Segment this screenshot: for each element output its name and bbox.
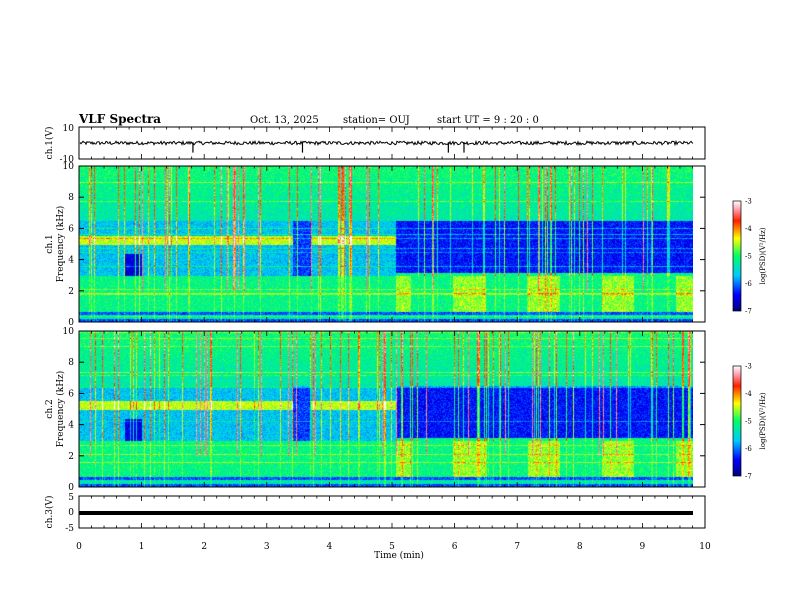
ch3-panel: 5 0 -5 ch.3(V) 0 1 2 3 4 5 6 7 8 9 10 Time (min)	[44, 493, 711, 561]
station-label: station= OUJ	[343, 115, 410, 126]
xtick-label-7: 7	[514, 542, 520, 552]
xtick-label-10: 10	[699, 542, 711, 552]
ytick-label-2-3: 6	[68, 389, 74, 399]
ytick-label-2-2: 4	[68, 421, 74, 431]
ch1-spectrogram-image	[79, 166, 693, 322]
ch2-spectrogram-image	[79, 331, 693, 487]
colorbar-tick-1-4: -7	[745, 308, 752, 316]
ch3-ytick-bottom: -5	[65, 524, 74, 534]
ytick-label-1-1: 2	[68, 287, 74, 297]
ch3-ylabel: ch.3(V)	[44, 496, 55, 529]
colorbar-tick-2-2: -5	[745, 418, 752, 426]
xtick-label-6: 6	[452, 542, 458, 552]
colorbar-tick-1-2: -5	[745, 253, 752, 261]
ytick-label-2-1: 2	[68, 452, 74, 462]
colorbar-tick-1-0: -3	[745, 198, 752, 206]
xtick-label-9: 9	[640, 542, 646, 552]
xtick-label-4: 4	[327, 542, 333, 552]
ch1-freq-ylabel: Frequency (kHz)	[55, 206, 66, 283]
xtick-label-0: 0	[76, 542, 82, 552]
xtick-label-2: 2	[201, 542, 207, 552]
date-label: Oct. 13, 2025	[250, 115, 319, 126]
ytick-label-2-0: 0	[68, 483, 74, 493]
start-time-label: start UT = 9 : 20 : 0	[437, 115, 539, 126]
time-xlabel: Time (min)	[374, 550, 424, 561]
xtick-label-3: 3	[264, 542, 270, 552]
ytick-label-1-0: 0	[68, 318, 74, 328]
ch2-channel-label: ch.2	[45, 399, 55, 418]
xtick-label-1: 1	[139, 542, 145, 552]
figure-title: VLF Spectra	[78, 112, 161, 126]
xtick-label-8: 8	[577, 542, 583, 552]
colorbar-tick-2-3: -6	[745, 445, 752, 453]
ytick-label-1-4: 8	[68, 193, 74, 203]
ch1-ylabel: ch.1(V)	[44, 127, 55, 160]
ytick-label-1-2: 4	[68, 256, 74, 266]
ytick-label-1-5: 10	[63, 162, 75, 172]
ch2-colorbar	[732, 365, 742, 477]
ch1-waveform-panel: 10 -10 ch.1(V)	[44, 124, 706, 165]
colorbar-tick-1-1: -4	[745, 225, 752, 233]
colorbar-tick-2-4: -7	[745, 473, 752, 481]
ch1-ytick-bottom: -10	[60, 155, 75, 165]
ch1-waveform-line	[79, 139, 694, 147]
ytick-label-1-3: 6	[68, 224, 74, 234]
colorbar-tick-2-0: -3	[745, 363, 752, 371]
ch3-ytick-top: 5	[68, 493, 74, 503]
ytick-label-2-4: 8	[68, 358, 74, 368]
ch1-colorbar	[732, 200, 742, 312]
ch1-colorbar-label: log(PSD)(V²/Hz)	[759, 227, 767, 284]
ch3-ytick-mid: 0	[68, 508, 74, 518]
colorbar-tick-2-1: -4	[745, 390, 752, 398]
ch2-colorbar-label: log(PSD)(V²/Hz)	[759, 392, 767, 449]
xtick-label-5: 5	[389, 542, 395, 552]
ytick-label-2-5: 10	[63, 327, 75, 337]
ch1-channel-label: ch.1	[45, 234, 55, 253]
ch2-freq-ylabel: Frequency (kHz)	[55, 371, 66, 448]
colorbar-tick-1-3: -6	[745, 280, 752, 288]
ch1-ytick-top: 10	[63, 124, 75, 134]
